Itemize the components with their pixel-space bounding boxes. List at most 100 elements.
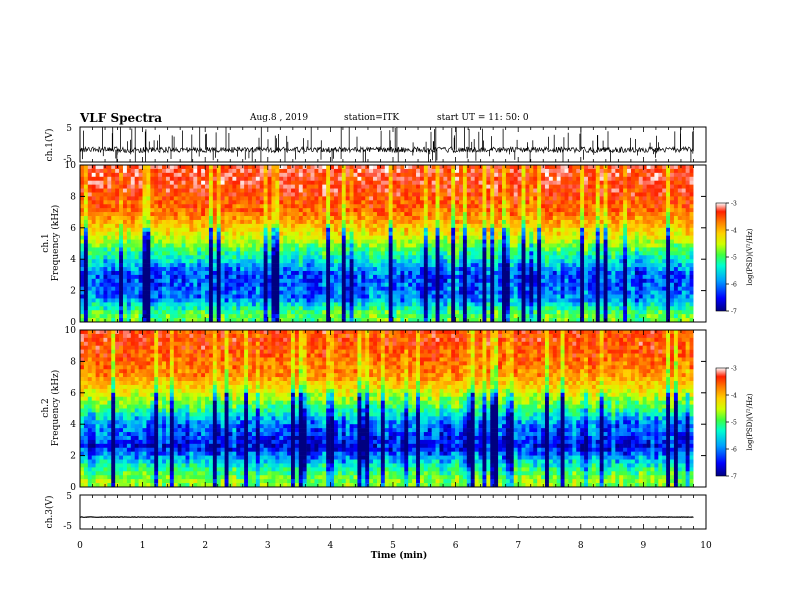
spectrogram-cell: [384, 318, 389, 323]
spectrogram-cell: [330, 227, 335, 233]
spectrogram-cell: [517, 306, 522, 311]
spectrogram-cell: [142, 282, 147, 287]
spectrogram-cell: [224, 168, 229, 174]
spectrogram-cell: [87, 274, 93, 280]
spectrogram-cell: [154, 176, 159, 181]
spectrogram-cell: [341, 243, 347, 248]
spectrogram-cell: [365, 318, 370, 323]
spectrogram-cell: [130, 286, 136, 291]
spectrogram-cell: [412, 290, 417, 295]
spectrogram-cell: [408, 212, 413, 217]
spectrogram-cell: [376, 204, 382, 209]
spectrogram-cell: [525, 204, 530, 209]
spectrogram-cell: [455, 278, 460, 284]
spectrogram-cell: [126, 282, 132, 287]
spectrogram-cell: [341, 223, 347, 229]
spectrogram-cell: [447, 200, 452, 205]
spectrogram-cell: [122, 196, 128, 201]
spectrogram-cell: [345, 267, 350, 272]
spectrogram-cell: [396, 282, 401, 287]
spectrogram-cell: [326, 259, 331, 264]
spectrogram-cell: [244, 318, 249, 323]
spectrogram-cell: [287, 274, 292, 280]
spectrogram-cell: [146, 286, 151, 291]
spectrogram-cell: [142, 227, 147, 233]
spectrogram-cell: [220, 188, 225, 193]
spectrogram-cell: [208, 251, 214, 256]
spectrogram-cell: [205, 318, 210, 323]
spectrogram-cell: [122, 212, 128, 217]
spectrogram-cell: [240, 302, 245, 307]
spectrogram-cell: [193, 298, 198, 303]
spectrogram-cell: [326, 286, 331, 291]
spectrogram-cell: [99, 200, 104, 205]
spectrogram-cell: [380, 216, 386, 221]
spectrogram-cell: [220, 196, 225, 201]
spectrogram-cell: [208, 263, 214, 268]
spectrogram-cell: [470, 172, 475, 178]
spectrogram-cell: [165, 196, 171, 201]
spectrogram-cell: [369, 176, 374, 181]
spectrogram-cell: [228, 208, 233, 213]
spectrogram-cell: [509, 314, 515, 319]
spectrogram-cell: [310, 298, 315, 303]
spectrogram-cell: [517, 243, 522, 248]
spectrogram-cell: [99, 302, 104, 307]
spectrogram-cell: [142, 251, 147, 256]
spectrogram-cell: [533, 306, 538, 311]
spectrogram-cell: [169, 310, 175, 315]
spectrogram-cell: [427, 235, 432, 240]
spectrogram-cell: [240, 298, 245, 303]
spectrogram-cell: [271, 274, 276, 280]
spectrogram-cell: [490, 176, 495, 181]
spectrogram-cell: [447, 267, 452, 272]
spectrogram-cell: [470, 278, 475, 284]
spectrogram-cell: [333, 172, 339, 178]
spectrogram-cell: [201, 208, 206, 213]
spectrogram-cell: [111, 168, 116, 174]
spectrogram-cell: [251, 172, 257, 178]
spectrogram-cell: [513, 227, 518, 233]
spectrogram-cell: [216, 298, 221, 303]
spectrogram-cell: [365, 172, 370, 178]
spectrogram-cell: [357, 290, 362, 295]
spectrogram-cell: [279, 235, 284, 240]
spectrogram-cell: [208, 208, 214, 213]
spectrogram-cell: [306, 294, 311, 299]
spectrogram-cell: [146, 235, 151, 240]
spectrogram-cell: [216, 196, 221, 201]
spectrogram-cell: [80, 223, 85, 229]
spectrogram-cell: [380, 298, 386, 303]
spectrogram-cell: [443, 204, 448, 209]
spectrogram-cell: [142, 180, 147, 185]
spectrogram-cell: [486, 223, 491, 229]
spectrogram-cell: [525, 314, 530, 319]
spectrogram-cell: [541, 200, 546, 205]
spectrogram-cell: [357, 219, 362, 225]
spectrogram-cell: [185, 196, 190, 201]
spectrogram-cell: [326, 318, 331, 323]
spectrogram-cell: [251, 223, 257, 229]
spectrogram-cell: [150, 274, 155, 280]
spectrogram-cell: [521, 306, 526, 311]
spectrogram-cell: [333, 278, 339, 284]
spectrogram-cell: [404, 294, 409, 299]
spectrogram-cell: [470, 231, 475, 236]
spectrogram-cell: [365, 282, 370, 287]
spectrogram-cell: [291, 259, 296, 264]
spectrogram-cell: [189, 204, 194, 209]
spectrogram-cell: [361, 200, 366, 205]
spectrogram-cell: [509, 286, 515, 291]
spectrogram-cell: [541, 255, 546, 260]
spectrogram-cell: [439, 231, 444, 236]
spectrogram-cell: [443, 274, 448, 280]
spectrogram-cell: [83, 231, 89, 236]
spectrogram-cell: [287, 208, 292, 213]
spectrogram-cell: [103, 235, 108, 240]
spectrogram-cell: [392, 270, 397, 276]
spectrogram-cell: [470, 298, 475, 303]
spectrogram-cell: [103, 294, 108, 299]
spectrogram-cell: [119, 302, 124, 307]
spectrogram-cell: [267, 294, 272, 299]
spectrogram-cell: [353, 310, 358, 315]
